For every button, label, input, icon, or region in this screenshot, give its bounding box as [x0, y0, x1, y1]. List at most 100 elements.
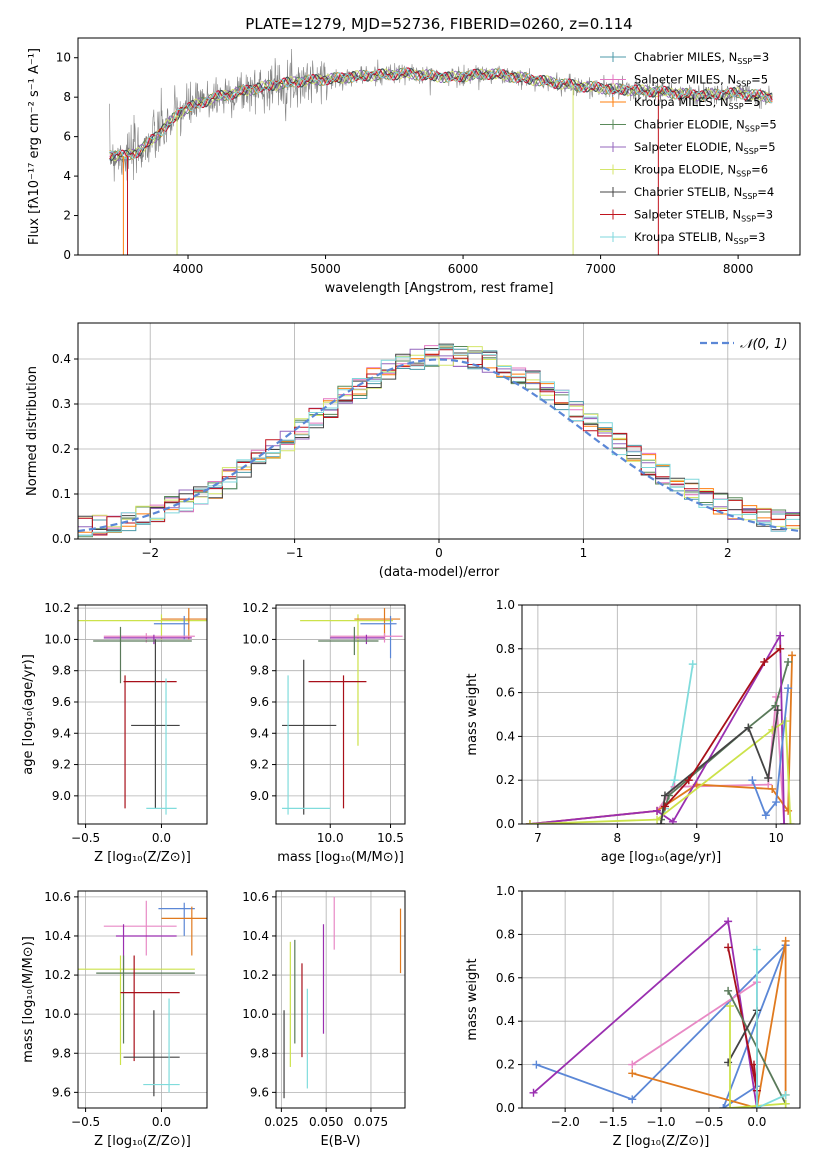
legend-entry-name: Chabrier STELIB, N: [634, 185, 742, 199]
x-axis-label: Z [log₁₀(Z/Z⊙)]: [94, 1134, 191, 1149]
y-tick-label: 9.4: [52, 726, 71, 740]
x-tick-label: −1.0: [646, 1115, 675, 1129]
residual-histogram: [78, 349, 800, 536]
y-tick-label: 10.0: [44, 632, 71, 646]
legend-entry-name: Salpeter STELIB, N: [634, 208, 741, 222]
axes-frame: [77, 890, 208, 1109]
legend-entry-count: =6: [751, 163, 768, 177]
y-tick-label: 8: [63, 90, 71, 104]
y-tick-label: 9.8: [52, 1046, 71, 1060]
y-tick-label: 0.4: [496, 729, 515, 743]
mass-weight-point: [752, 1104, 761, 1108]
mass-weight-point: [653, 806, 662, 815]
y-tick-label: 10: [56, 51, 71, 65]
legend-entry-sub: SSP: [737, 57, 752, 66]
y-tick-label: 9.0: [250, 789, 269, 803]
x-axis-label: (data-model)/error: [379, 565, 500, 580]
y-tick-label: 10.0: [44, 1007, 71, 1021]
legend-entry-sub: SSP: [745, 125, 760, 134]
plot-area: [529, 917, 790, 1108]
y-tick-label: 10.6: [44, 890, 71, 904]
legend-entry: Salpeter ELODIE, NSSP=5: [634, 140, 776, 156]
mass-weight-point: [726, 1002, 735, 1011]
y-tick-label: 10.2: [44, 968, 71, 982]
y-tick-label: 0.6: [496, 686, 515, 700]
y-tick-label: 9.2: [52, 758, 71, 772]
legend-entry-count: =5: [759, 140, 776, 154]
y-tick-label: 1.0: [496, 598, 515, 612]
y-tick-label: 10.2: [44, 601, 71, 615]
plot-area: [525, 631, 797, 824]
legend-entry: Salpeter STELIB, NSSP=3: [634, 208, 773, 224]
x-tick-label: −0.5: [71, 831, 100, 845]
x-tick-label: 10.5: [377, 831, 404, 845]
mass-weight-point: [744, 723, 753, 732]
mass-weight-series: [729, 1006, 786, 1108]
mass-weight-series: [532, 919, 758, 1108]
residual-histogram: [78, 344, 800, 536]
plot-residuals: −2 −1 0 1 2 0.0 0.1 0.2 0.3 0.4 (data-model)/error…: [25, 322, 801, 580]
x-axis-label: mass [log₁₀(M/M⊙)]: [277, 850, 404, 865]
x-tick-label: 5000: [310, 262, 341, 276]
y-tick-label: 4: [63, 169, 71, 183]
y-tick-label: 6: [63, 130, 71, 144]
y-tick-label: 10.6: [242, 890, 269, 904]
legend-entry-count: =5: [744, 95, 761, 109]
mass-weight-point: [529, 1088, 538, 1097]
mass-weight-point: [724, 943, 733, 952]
y-tick-label: 10.0: [242, 1007, 269, 1021]
legend-entry-count: =4: [757, 185, 774, 199]
mass-weight-point: [726, 1104, 735, 1108]
legend-entry: Chabrier MILES, NSSP=3: [634, 50, 769, 66]
legend-entry: Chabrier ELODIE, NSSP=5: [634, 118, 777, 134]
mass-weight-point: [781, 1099, 790, 1108]
y-axis-label: age [log₁₀(age/yr)]: [21, 654, 36, 775]
mass-weight-point: [688, 660, 697, 669]
legend-entry-name: Kroupa STELIB, N: [634, 230, 734, 244]
x-axis-label: Z [log₁₀(Z/Z⊙)]: [613, 1134, 710, 1149]
legend-entry-sub: SSP: [729, 102, 744, 111]
plot-area: [78, 608, 207, 815]
legend-entry-sub: SSP: [736, 80, 751, 89]
mass-weight-point: [653, 815, 662, 824]
x-axis-label: age [log₁₀(age/yr)]: [601, 850, 722, 865]
model-spectrum-line: [109, 67, 773, 160]
x-axis-label: E(B-V): [320, 1134, 360, 1149]
mass-weight-point: [724, 986, 733, 995]
mass-weight-series: [756, 949, 786, 1108]
legend-entry-count: =3: [749, 230, 766, 244]
y-tick-label: 0.8: [496, 927, 515, 941]
mass-weight-point: [786, 820, 795, 824]
y-tick-label: 9.6: [52, 1085, 71, 1099]
y-tick-label: 9.8: [250, 1046, 269, 1060]
model-spectrum-line: [109, 67, 773, 160]
mass-weight-point: [752, 945, 761, 954]
x-tick-label: 1: [580, 546, 588, 560]
mass-weight-point: [660, 791, 669, 800]
mass-weight-point: [761, 811, 770, 820]
x-tick-label: 10.0: [317, 831, 344, 845]
y-tick-label: 9.6: [250, 1085, 269, 1099]
mass-weight-point: [781, 1090, 790, 1099]
y-tick-label: 0.2: [496, 773, 515, 787]
mass-weight-point: [771, 701, 780, 710]
legend-entry-name: Kroupa MILES, N: [634, 95, 729, 109]
figure-title: PLATE=1279, MJD=52736, FIBERID=0260, z=0…: [245, 15, 632, 33]
x-tick-label: 0.0: [747, 1115, 766, 1129]
legend-entry: Chabrier STELIB, NSSP=4: [634, 185, 774, 201]
y-tick-label: 0.4: [496, 1014, 515, 1028]
mass-weight-point: [724, 1058, 733, 1067]
residual-histogram: [78, 346, 800, 529]
x-tick-label: 0.050: [309, 1115, 343, 1129]
axes-frame: [275, 604, 406, 825]
y-tick-label: 0.2: [52, 442, 71, 456]
x-tick-label: 9: [693, 831, 701, 845]
plot-age_vs_z: −0.5 0.0 9.0 9.2 9.4 9.6 9.8 10.0 10.2 Z [log₁₀(Z…: [21, 601, 208, 865]
plot-massweight_vs_age: 7 8 9 10 0.0 0.2 0.4 0.6 0.8 1.0 age [log₁₀(age/yr…: [465, 598, 801, 865]
plot-area: [109, 48, 773, 255]
legend-entry: Kroupa ELODIE, NSSP=6: [634, 163, 768, 179]
y-tick-label: 10.0: [242, 632, 269, 646]
mass-weight-point: [532, 1060, 541, 1069]
y-tick-label: 2: [63, 209, 71, 223]
